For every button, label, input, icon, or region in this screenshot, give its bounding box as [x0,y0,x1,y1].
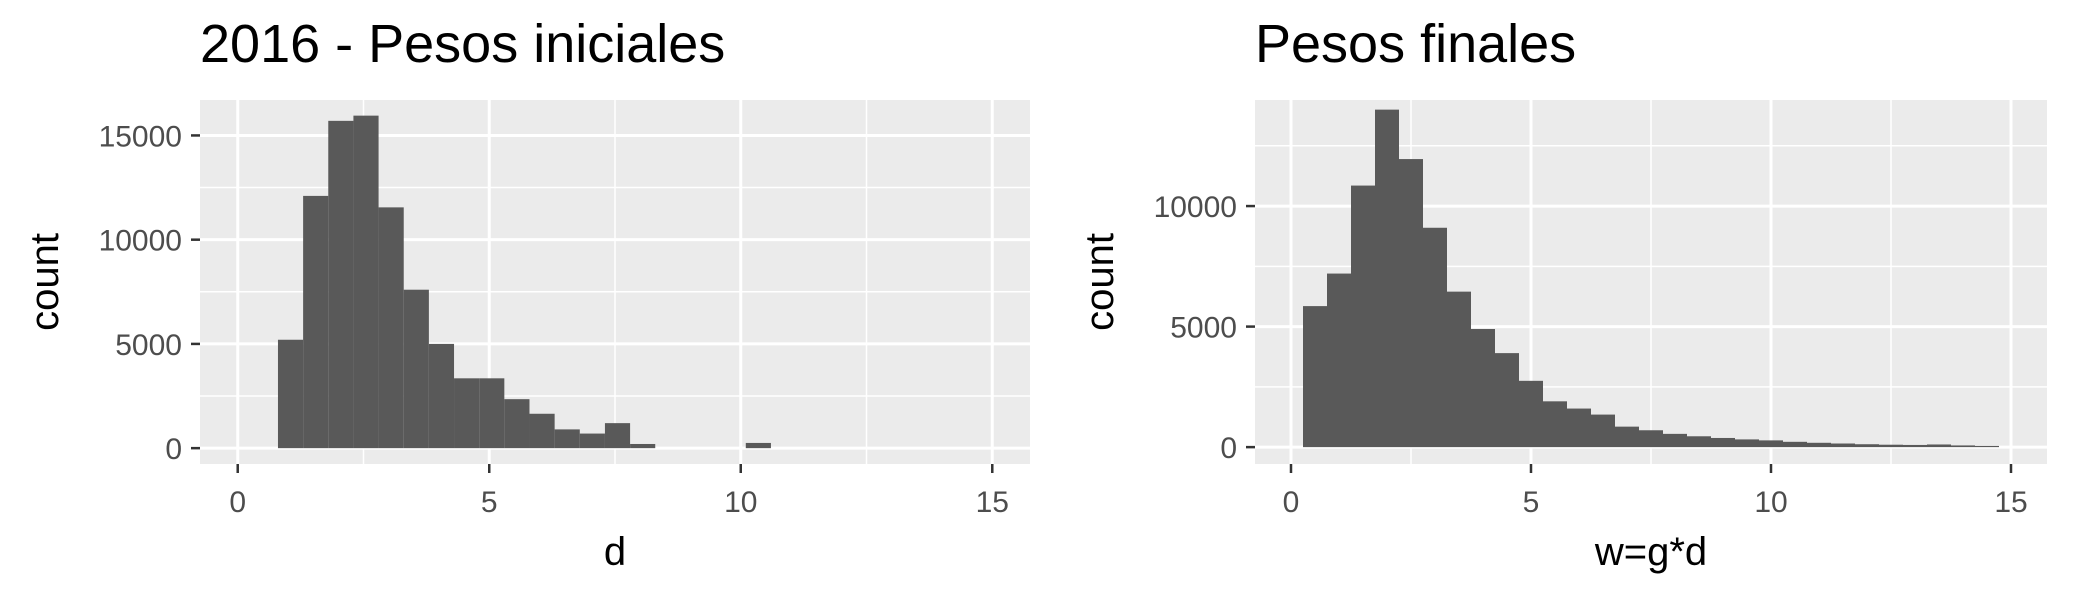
histogram-bar [1855,444,1879,448]
y-tick-label: 5000 [115,329,182,362]
x-axis-title: d [604,530,626,574]
histogram-bar [579,433,605,449]
histogram-bar [1447,291,1471,448]
histogram-bar [403,289,429,449]
histogram-bar [604,423,631,449]
y-tick-label: 10000 [99,225,182,258]
histogram-initial-weights: 2016 - Pesos iniciales 0 5 10 15 0 5000 … [23,14,1030,574]
x-axis-title: w=g*d [1594,530,1707,574]
y-tick-label: 5000 [1170,312,1237,345]
x-tick-label: 10 [724,486,757,519]
histogram-bar [1615,426,1639,448]
histogram-bars [277,115,771,449]
x-tick-label: 15 [976,486,1009,519]
y-tick-label: 0 [1220,432,1237,465]
histogram-bar [529,413,555,449]
histogram-bar [1687,436,1711,448]
histogram-bar [277,339,304,449]
histogram-bar [1783,441,1807,448]
histogram-bar [554,429,580,449]
y-axis-title: count [23,233,67,331]
histogram-bar [1807,442,1831,448]
y-tick-labels: 0 5000 10000 [1154,191,1237,465]
histogram-bar [1567,408,1591,448]
histogram-bar [1735,439,1759,448]
histogram-bar [1831,443,1855,448]
chart-title: 2016 - Pesos iniciales [200,14,725,74]
histogram-bars [1303,109,1999,448]
x-tick-label: 10 [1754,486,1787,519]
histogram-bar [353,115,379,449]
axis-ticks [1246,204,2013,473]
histogram-bar [1543,401,1567,448]
histogram-bar [1663,433,1687,448]
histogram-bar [1951,445,1975,448]
x-tick-labels: 0 5 10 15 [229,486,1009,519]
chart-title: Pesos finales [1255,14,1576,74]
histogram-bar [1471,329,1495,448]
histogram-bar [504,399,530,449]
histogram-bar [1495,353,1519,448]
histogram-bar [303,195,329,449]
histogram-bar [1879,444,1903,448]
histogram-bar [1759,440,1783,448]
x-tick-label: 15 [1994,486,2027,519]
histogram-bar [1327,273,1351,448]
histogram-bar [1903,444,1927,448]
histogram-bar [1711,437,1735,448]
x-tick-label: 5 [481,486,498,519]
x-tick-labels: 0 5 10 15 [1283,486,2028,519]
histogram-bar [1519,380,1543,448]
histogram-bar [378,207,404,449]
histogram-bar [1399,159,1423,448]
y-tick-label: 10000 [1154,191,1237,224]
histogram-bar [328,120,354,449]
histogram-bar [1591,414,1615,448]
histogram-bar [1351,185,1375,448]
histogram-bar [1927,444,1951,448]
axis-ticks [191,134,994,473]
histogram-final-weights: Pesos finales 0 5 10 15 0 5000 10000 w=g… [1078,14,2047,574]
histogram-bar [1375,109,1399,448]
histogram-bar [1423,227,1447,448]
histogram-bar [745,442,771,449]
histogram-bar [428,343,455,449]
y-tick-label: 15000 [99,120,182,153]
x-tick-label: 0 [229,486,246,519]
histogram-bar [630,443,656,449]
histogram-bar [1639,430,1663,448]
x-tick-label: 0 [1283,486,1300,519]
histogram-bar [454,378,480,449]
histogram-bar [1303,306,1327,448]
y-tick-labels: 0 5000 10000 15000 [99,120,182,466]
y-tick-label: 0 [165,433,182,466]
y-axis-title: count [1078,233,1122,331]
histogram-bar [479,378,505,449]
histogram-bar [1975,445,1999,448]
x-tick-label: 5 [1523,486,1540,519]
